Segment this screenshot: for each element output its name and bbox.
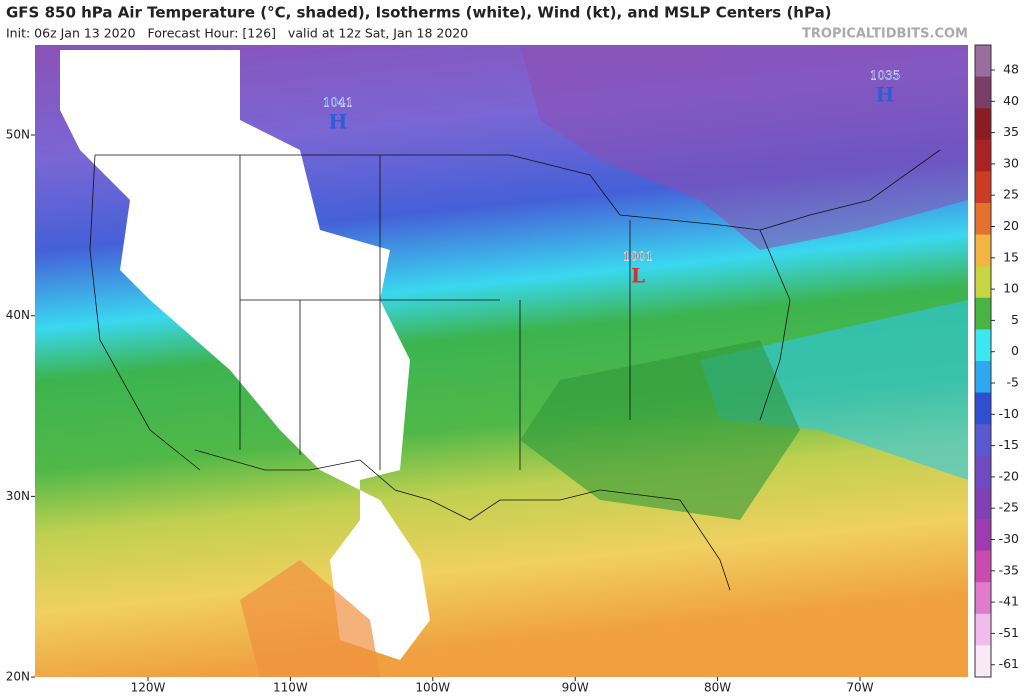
colorbar-segment <box>975 487 991 520</box>
colorbar-segment <box>975 550 991 583</box>
colorbar-segment <box>975 139 991 172</box>
colorbar-label: -30 <box>999 531 1019 546</box>
warm-southeast <box>520 340 800 520</box>
colorbar-label: 35 <box>1003 124 1019 139</box>
colorbar-label: 10 <box>1003 281 1019 296</box>
colorbar-segment <box>975 455 991 488</box>
colorbar-frame <box>974 44 992 678</box>
colorbar-segment <box>975 582 991 615</box>
lat-label: 20N <box>6 670 30 684</box>
lon-label: 90W <box>562 681 589 695</box>
colorbar-label: 25 <box>1003 187 1019 202</box>
lon-label: 80W <box>704 681 731 695</box>
terrain-mask <box>60 50 430 660</box>
colorbar-segment <box>975 45 991 78</box>
lat-label: 30N <box>6 489 30 503</box>
colorbar-segment <box>975 424 991 457</box>
colorbar-label: -25 <box>999 500 1019 515</box>
pressure-symbol: L <box>631 264 645 288</box>
lat-label: 50N <box>6 128 30 142</box>
cool-ocean <box>700 300 968 480</box>
lon-label: 110W <box>273 681 308 695</box>
pressure-value: 1041 <box>323 96 354 110</box>
colorbar-label: 15 <box>1003 249 1019 264</box>
colorbar-segment <box>975 361 991 394</box>
colorbar-label: 0 <box>1011 343 1019 358</box>
pressure-symbol: H <box>329 110 348 134</box>
colorbar-segment <box>975 266 991 299</box>
colorbar-label: -61 <box>999 656 1019 671</box>
colorbar-label: -5 <box>1007 375 1019 390</box>
colorbar-segment <box>975 645 991 678</box>
colorbar-label: -51 <box>999 625 1019 640</box>
colorbar-segment <box>975 108 991 141</box>
colorbar-label: -35 <box>999 562 1019 577</box>
colorbar-label: -20 <box>999 468 1019 483</box>
cold-air <box>520 45 968 250</box>
pressure-symbol: H <box>876 83 895 107</box>
map <box>35 45 968 677</box>
pressure-value: 1035 <box>870 69 901 83</box>
colorbar-label: -15 <box>999 437 1019 452</box>
colorbar-label: -10 <box>999 406 1019 421</box>
colorbar-label: 5 <box>1011 312 1019 327</box>
colorbar-segment <box>975 613 991 646</box>
site: TROPICALTIDBITS.COM <box>802 27 968 42</box>
lon-label: 100W <box>415 681 450 695</box>
colorbar-segment <box>975 171 991 204</box>
lon-label: 70W <box>846 681 873 695</box>
warm-mexico <box>240 560 380 677</box>
colorbar-label: 40 <box>1003 93 1019 108</box>
lat-label: 40N <box>6 308 30 322</box>
colorbar-label: -41 <box>999 594 1019 609</box>
colorbar-label: 30 <box>1003 155 1019 170</box>
colorbar-label: 48 <box>1003 62 1019 77</box>
pressure-value: 1001 <box>623 250 654 264</box>
colorbar-segment <box>975 392 991 425</box>
borders <box>89 149 941 591</box>
subtitle: Init: 06z Jan 13 2020 Forecast Hour: [12… <box>6 26 468 41</box>
colorbar-segment <box>975 234 991 267</box>
colorbar-label: 20 <box>1003 218 1019 233</box>
lon-label: 120W <box>131 681 166 695</box>
colorbar-segment <box>975 203 991 236</box>
colorbar: 48 40 35 30 25 20 15 10 5 0 -5 -10 -15 -20 -25 -30 -35 -4… <box>974 44 1019 678</box>
colorbar-segment <box>975 519 991 552</box>
map-labels: 50N 40N 30N 20N 120W 110W 100W 90W 80W 70W <box>6 128 874 695</box>
colorbar-segment <box>975 329 991 362</box>
colorbar-segment <box>975 297 991 330</box>
colorbar-segment <box>975 76 991 109</box>
title: GFS 850 hPa Air Temperature (°C, shaded)… <box>6 4 832 22</box>
